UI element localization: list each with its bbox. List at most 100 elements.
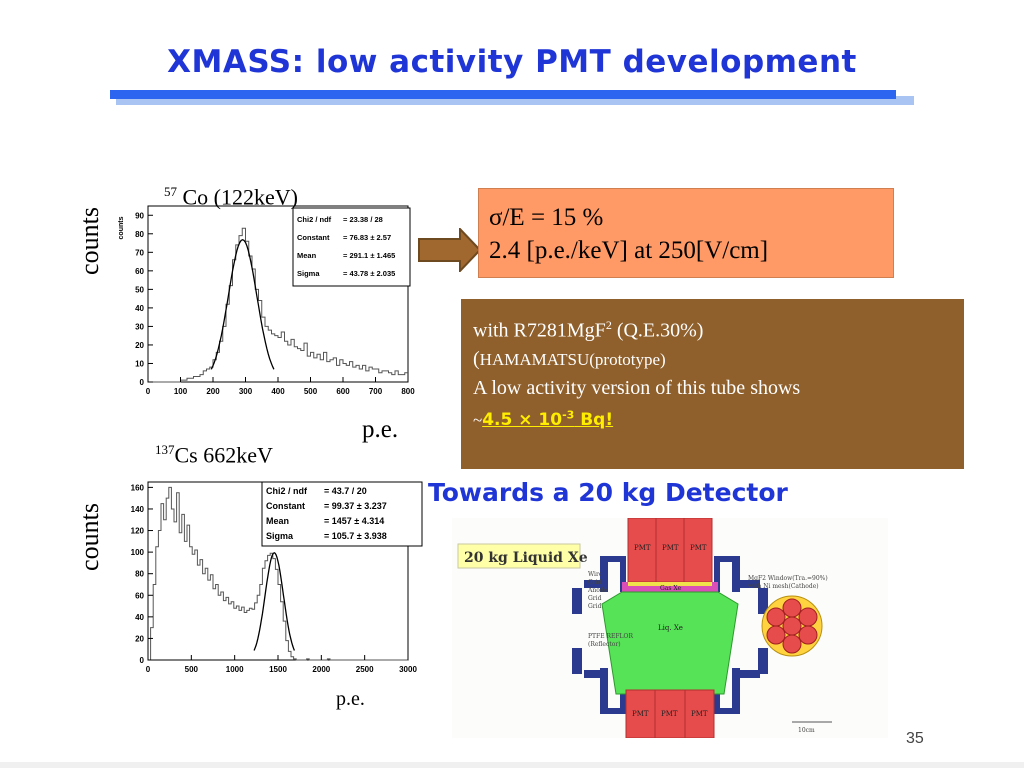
energy-resolution-box: σ/E = 15 % 2.4 [p.e./keV] at 250[V/cm] — [478, 188, 894, 278]
pmt-label: PMT — [634, 544, 651, 552]
resolution-line: σ/E = 15 % — [489, 204, 604, 231]
left-label: Grid — [588, 603, 602, 610]
pmt-model-sup: 2 — [605, 318, 612, 332]
left-label: Grid — [588, 595, 602, 602]
inner-y-axis-label: counts — [118, 216, 125, 239]
x-tick-label: 1500 — [269, 665, 287, 674]
gas-gap — [628, 582, 712, 586]
activity-unit: Bq! — [574, 410, 614, 431]
footer-band — [0, 762, 1024, 768]
top-pmt-row: PMT PMT PMT — [627, 518, 713, 583]
ptfe-label: (Reflector) — [588, 641, 621, 648]
y-tick-label: 140 — [131, 505, 145, 514]
stats-value: = 43.78 ± 2.035 — [343, 269, 395, 278]
cs137-histogram-panel: 0 500 1000 1500 2000 2500 3000 0 20 40 60 80 100 120 1… — [115, 472, 425, 674]
stats-value: = 23.38 / 28 — [343, 215, 383, 224]
pmt-qe-text: (Q.E.30%) — [611, 319, 704, 342]
figure-title-box — [457, 543, 581, 569]
light-yield-line: 2.4 [p.e./keV] at 250[V/cm] — [489, 237, 769, 264]
figure-title: 20 kg Liquid Xe — [464, 550, 588, 566]
y-tick-label: 40 — [135, 304, 144, 313]
y-tick-label: 120 — [131, 527, 145, 536]
liquid-xenon-volume — [601, 591, 739, 695]
left-label: Wire — [588, 571, 603, 578]
stats-name: Chi2 / ndf — [297, 215, 332, 224]
y-tick-label: 30 — [135, 322, 144, 331]
x-tick-label: 0 — [146, 665, 151, 674]
cs137-histogram: 0 500 1000 1500 2000 2500 3000 0 20 40 60 80 100 120 1… — [131, 481, 423, 674]
pmt-model-text: with R7281MgF — [473, 319, 606, 342]
pmt-activity-value-line: ~4.5 × 10-3 Bq! — [473, 402, 952, 435]
y-tick-label: 60 — [135, 591, 144, 600]
window-label: with Ni mesh(Cathode) — [748, 583, 819, 590]
histogram-series — [148, 227, 408, 383]
co57-y-axis-label: counts — [74, 207, 104, 275]
gaussian-fit-line — [253, 552, 296, 651]
x-tick-label: 500 — [304, 387, 318, 396]
co57-label-text: Co (122keV) — [177, 184, 298, 210]
x-tick-label: 200 — [206, 387, 220, 396]
co57-histogram-panel: 0 100 200 300 400 500 600 700 800 0 10 20 30 40 50 60 70… — [115, 154, 415, 406]
cs137-label-text: Cs 662keV — [174, 442, 273, 468]
stats-value: = 99.37 ± 3.237 — [324, 501, 387, 511]
y-tick-label: 20 — [135, 634, 144, 643]
stats-box — [261, 481, 423, 547]
pmt-activity-line: A low activity version of this tube show… — [473, 376, 801, 399]
pmt-label: PMT — [632, 710, 649, 718]
gas-xenon-layer — [622, 582, 718, 592]
pmt-maker-paren: ( — [473, 347, 480, 370]
pmt-label: PMT — [661, 710, 678, 718]
cs137-mass-number: 137 — [155, 442, 175, 457]
pmt-maker-line: (HAMAMATSU(prototype) — [473, 345, 952, 374]
x-tick-label: 400 — [271, 387, 285, 396]
left-label: Grid — [588, 579, 602, 586]
co57-histogram: 0 100 200 300 400 500 600 700 800 0 10 20 30 40 50 60 70… — [118, 205, 415, 396]
pmt-label: PMT — [690, 544, 707, 552]
pmt-maker: HAMAMATSU(prototype) — [479, 349, 666, 369]
stats-name: Sigma — [266, 531, 294, 541]
liquid-label: Liq. Xe — [658, 624, 683, 632]
y-tick-label: 10 — [135, 359, 144, 368]
stats-value: = 1457 ± 4.314 — [324, 516, 384, 526]
y-tick-label: 100 — [131, 548, 145, 557]
x-tick-label: 300 — [239, 387, 253, 396]
x-tick-label: 2000 — [312, 665, 330, 674]
co57-plot-label: 57 Co (122keV) — [164, 184, 298, 210]
x-tick-label: 600 — [336, 387, 350, 396]
cs137-y-axis-label: counts — [74, 503, 104, 571]
y-tick-label: 0 — [140, 656, 145, 665]
x-tick-label: 1000 — [226, 665, 244, 674]
y-tick-label: 60 — [135, 267, 144, 276]
title-underline-shadow — [116, 96, 914, 105]
pmt-info-box: with R7281MgF2 (Q.E.30%) (HAMAMATSU(prot… — [461, 299, 964, 469]
y-tick-label: 40 — [135, 613, 144, 622]
stats-value: = 105.7 ± 3.938 — [324, 531, 387, 541]
co57-mass-number: 57 — [164, 184, 177, 199]
gaussian-fit-line — [210, 238, 275, 370]
y-tick-label: 0 — [140, 378, 145, 387]
y-tick-label: 90 — [135, 211, 144, 220]
stats-name: Mean — [297, 251, 317, 260]
y-tick-label: 20 — [135, 341, 144, 350]
pmt-label: PMT — [691, 710, 708, 718]
pmt-array-top-view — [761, 595, 823, 657]
slide-title: XMASS: low activity PMT development — [167, 44, 857, 80]
x-tick-label: 700 — [369, 387, 383, 396]
stats-name: Mean — [266, 516, 289, 526]
x-tick-label: 2500 — [356, 665, 374, 674]
left-label: Anode — [587, 587, 608, 594]
ptfe-label: PTFE REFLOR — [588, 633, 633, 640]
y-tick-label: 80 — [135, 230, 144, 239]
scale-label: 10cm — [798, 727, 815, 734]
stats-name: Constant — [266, 501, 305, 511]
x-tick-label: 0 — [146, 387, 151, 396]
y-tick-label: 50 — [135, 285, 144, 294]
activity-exponent: -3 — [562, 408, 575, 422]
stats-value: = 76.83 ± 2.57 — [343, 233, 391, 242]
y-tick-label: 80 — [135, 570, 144, 579]
x-tick-label: 500 — [185, 665, 199, 674]
x-tick-label: 800 — [401, 387, 415, 396]
stats-value: = 291.1 ± 1.465 — [343, 251, 395, 260]
detector-heading: Towards a 20 kg Detector — [428, 478, 788, 507]
co57-x-axis-label: p.e. — [362, 416, 399, 443]
